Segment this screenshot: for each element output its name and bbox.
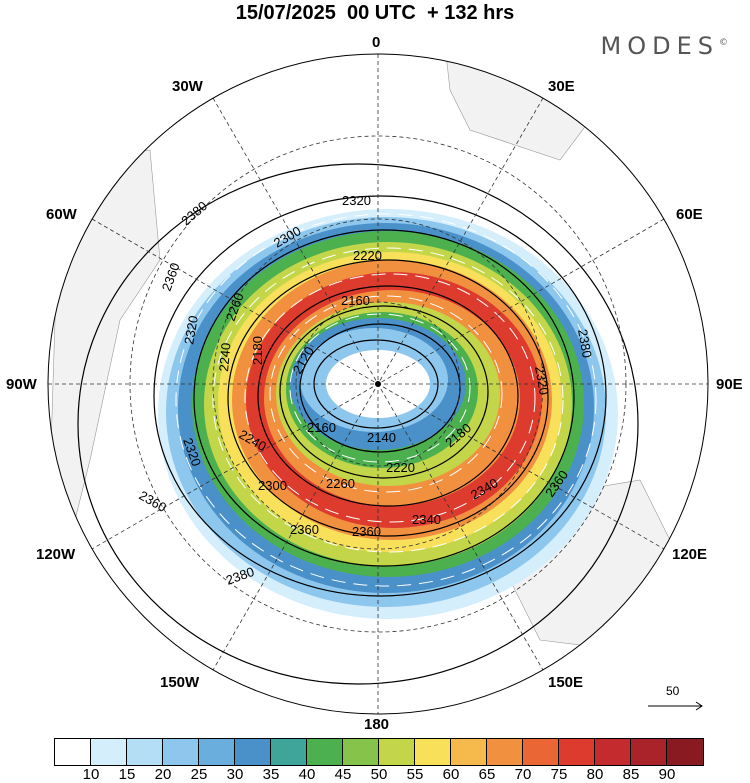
pole-marker (375, 381, 381, 387)
geopotential-contours (77, 163, 639, 685)
meridian-label-60w: 60W (46, 206, 77, 223)
colorbar-tick-label: 25 (190, 766, 208, 783)
colorbar-swatch (631, 739, 667, 765)
colorbar-swatch (199, 739, 235, 765)
colorbar-swatch (163, 739, 199, 765)
colorbar-tick-label: 45 (334, 766, 352, 783)
colorbar-tick-label: 40 (298, 766, 316, 783)
wind-speed-fill (158, 209, 618, 619)
colorbar-tick-label: 55 (406, 766, 424, 783)
contour-label: 2220 (353, 248, 382, 263)
contour-label: 2180 (250, 336, 265, 365)
colorbar-swatch (451, 739, 487, 765)
brand-logo: MODES© (600, 32, 728, 60)
contour-label: 2240 (216, 342, 233, 372)
colorbar-swatch (667, 739, 703, 765)
colorbar-swatch (55, 739, 91, 765)
contour-label: 2380 (178, 198, 210, 228)
colorbar-swatch (559, 739, 595, 765)
meridian-label-120e: 120E (672, 546, 708, 563)
meridian-label-150e: 150E (548, 674, 584, 691)
colorbar-swatch (523, 739, 559, 765)
contour-label: 2360 (159, 261, 183, 293)
contour-label: 2360 (352, 524, 381, 539)
contour-label: 2360 (137, 488, 170, 515)
meridian-label-30w: 30W (172, 78, 203, 95)
wind-vectors (175, 213, 597, 587)
contour-label: 2300 (258, 478, 287, 493)
colorbar-swatch (91, 739, 127, 765)
colorbar-tick-label: 10 (82, 766, 100, 783)
colorbar-swatch (307, 739, 343, 765)
contour-label: 2320 (532, 365, 552, 396)
colorbar-tick-label: 20 (154, 766, 172, 783)
colorbar-tick-label: 35 (262, 766, 280, 783)
meridian-label-60e: 60E (676, 206, 703, 223)
colorbar-tick-label: 80 (586, 766, 604, 783)
contour-label: 2380 (575, 328, 595, 359)
colorbar-tick-label: 60 (442, 766, 460, 783)
colorbar-tick-label: 85 (622, 766, 640, 783)
colorbar-tick-label: 50 (370, 766, 388, 783)
colorbar-tick-label: 90 (658, 766, 676, 783)
colorbar-tick-label: 30 (226, 766, 244, 783)
meridian-label-30e: 30E (548, 78, 575, 95)
contour-label: 2260 (326, 476, 355, 491)
meridian-label-90e: 90E (716, 376, 743, 393)
contour-label: 2320 (181, 314, 201, 345)
contour-label: 2140 (367, 430, 396, 445)
colorbar-tick-label: 65 (478, 766, 496, 783)
colorbar (54, 738, 704, 766)
meridian-label-180: 180 (364, 716, 390, 733)
colorbar-tick-label: 75 (550, 766, 568, 783)
contour-label: 2380 (224, 564, 256, 588)
contour-label: 2160 (341, 293, 370, 308)
colorbar-swatch (343, 739, 379, 765)
colorbar-swatch (127, 739, 163, 765)
colorbar-tick-label: 70 (514, 766, 532, 783)
colorbar-swatch (595, 739, 631, 765)
colorbar-swatch (271, 739, 307, 765)
meridian-label-120w: 120W (36, 546, 76, 563)
map-title: 15/07/2025 00 UTC + 132 hrs (235, 2, 515, 24)
contour-label: 2360 (290, 522, 319, 537)
meridian-label-90w: 90W (6, 376, 37, 393)
contour-label: 2340 (412, 512, 441, 527)
vector-reference: 50 (646, 684, 706, 718)
colorbar-swatch (415, 739, 451, 765)
contour-label: 2220 (386, 460, 415, 475)
map-boundary (47, 53, 709, 715)
colorbar-tick-label: 15 (118, 766, 136, 783)
contour-label: 2160 (307, 420, 336, 435)
meridian-label-150w: 150W (160, 674, 200, 691)
colorbar-swatch (487, 739, 523, 765)
colorbar-swatch (379, 739, 415, 765)
meridian-label-0: 0 (372, 34, 381, 51)
contour-label: 2320 (342, 193, 371, 208)
colorbar-swatch (235, 739, 271, 765)
